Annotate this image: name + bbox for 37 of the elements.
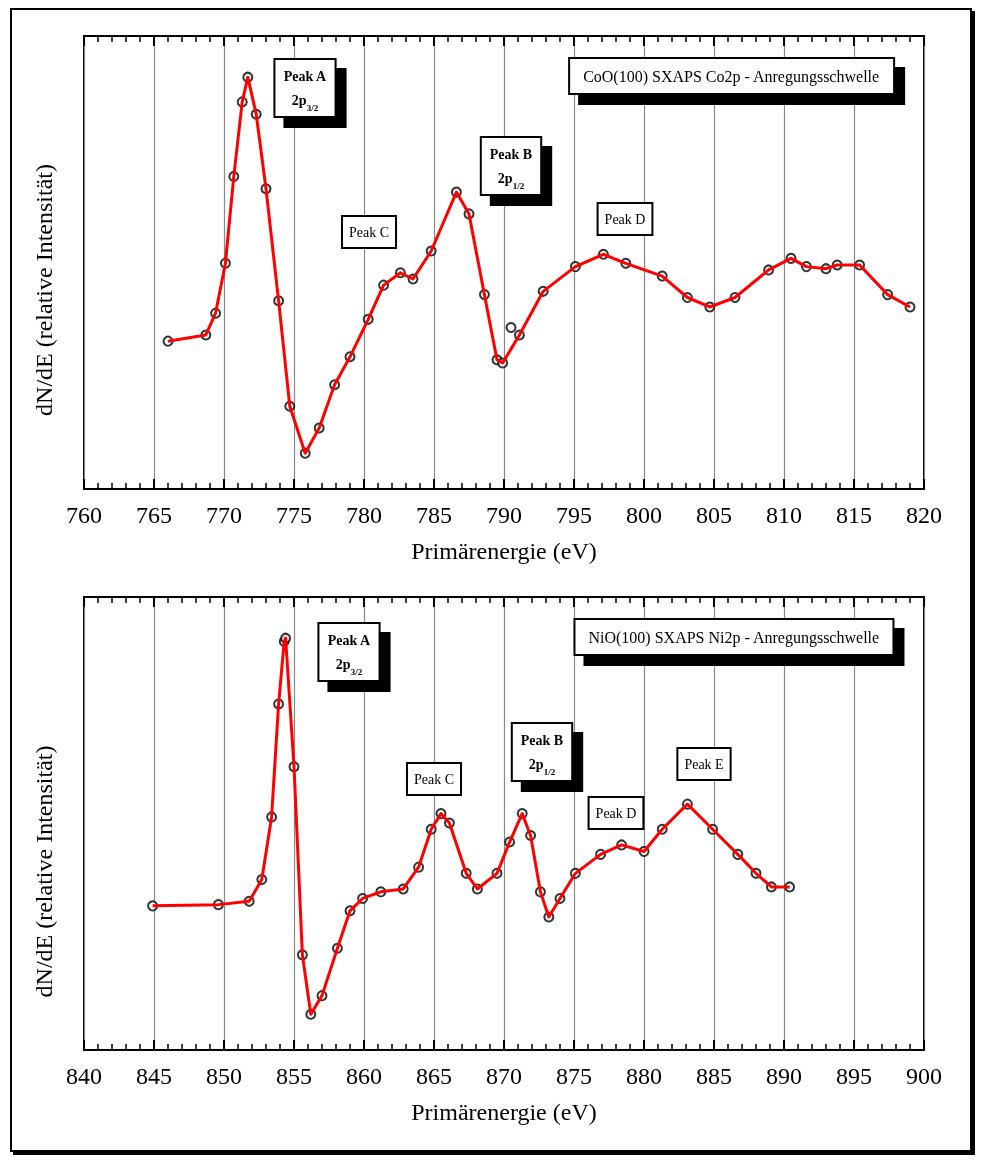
x-tick-label: 890 xyxy=(766,1063,802,1089)
chart-title: NiO(100) SXAPS Ni2p - Anregungsschwelle xyxy=(588,628,880,647)
x-tick-label: 845 xyxy=(136,1063,172,1089)
x-tick-label: 860 xyxy=(346,1063,382,1089)
x-tick-label: 895 xyxy=(836,1063,872,1089)
y-axis-title: dN/dE (relative Intensität) xyxy=(31,164,57,416)
chart-title: CoO(100) SXAPS Co2p - Anregungsschwelle xyxy=(583,67,880,86)
x-tick-label: 885 xyxy=(696,1063,732,1089)
x-tick-label: 770 xyxy=(206,502,242,528)
x-tick-label: 840 xyxy=(66,1063,102,1089)
x-axis-title: Primärenergie (eV) xyxy=(411,1099,597,1125)
x-tick-label: 870 xyxy=(486,1063,522,1089)
x-tick-label: 780 xyxy=(346,502,382,528)
x-tick-label: 800 xyxy=(626,502,662,528)
annotation: Peak C xyxy=(413,771,455,787)
x-tick-label: 805 xyxy=(696,502,732,528)
x-tick-label: 900 xyxy=(906,1063,942,1089)
x-tick-label: 875 xyxy=(556,1063,592,1089)
y-axis-title: dN/dE (relative Intensität) xyxy=(31,745,57,998)
annotation: Peak E xyxy=(684,756,724,772)
x-tick-label: 865 xyxy=(416,1063,452,1089)
x-tick-label: 790 xyxy=(486,502,522,528)
x-tick-label: 765 xyxy=(136,502,172,528)
annotation: Peak D xyxy=(604,211,646,227)
x-axis-title: Primärenergie (eV) xyxy=(411,538,597,564)
annotation: Peak D xyxy=(595,805,637,821)
x-tick-label: 880 xyxy=(626,1063,662,1089)
x-tick-label: 815 xyxy=(836,502,872,528)
x-tick-label: 775 xyxy=(276,502,312,528)
x-tick-label: 760 xyxy=(66,502,102,528)
annotation: Peak C xyxy=(348,224,390,240)
x-tick-label: 785 xyxy=(416,502,452,528)
x-tick-label: 795 xyxy=(556,502,592,528)
x-tick-label: 820 xyxy=(906,502,942,528)
x-tick-label: 850 xyxy=(206,1063,242,1089)
x-tick-label: 810 xyxy=(766,502,802,528)
x-tick-label: 855 xyxy=(276,1063,312,1089)
